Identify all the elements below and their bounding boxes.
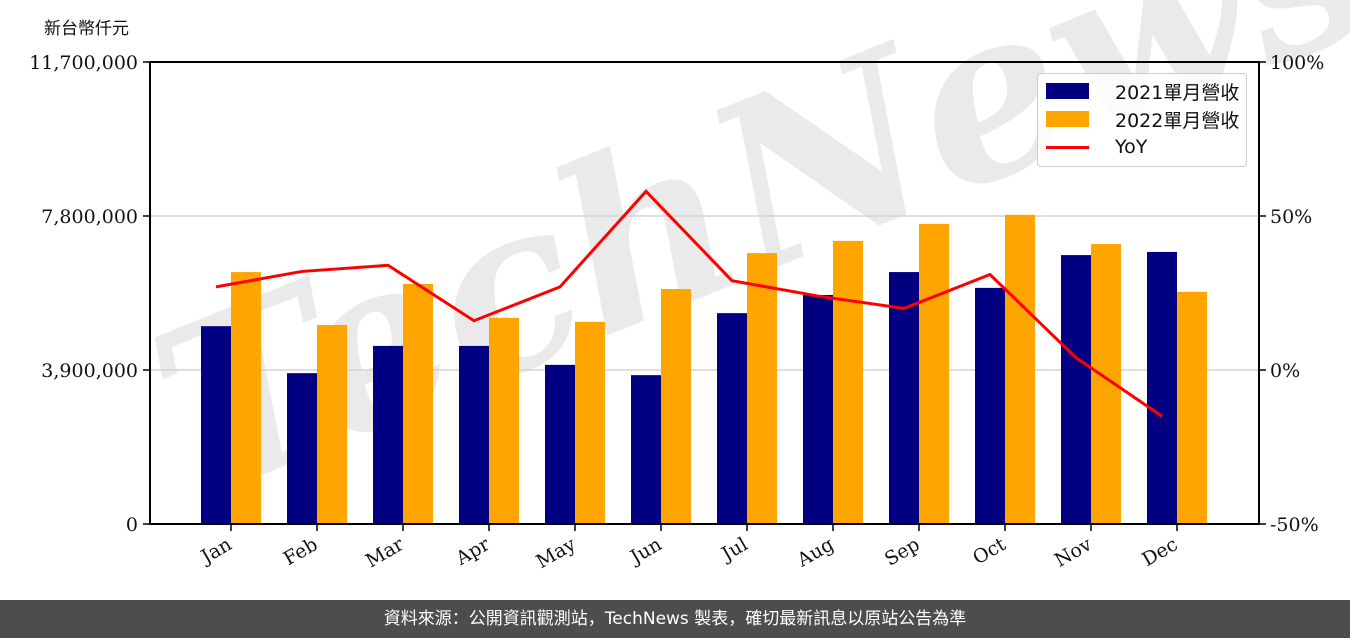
y-tick-label: 11,700,000: [29, 52, 138, 74]
bar-2022-jul: [747, 253, 777, 524]
legend-label-yoy: YoY: [1115, 136, 1148, 158]
bar-2022-dec: [1177, 291, 1207, 524]
bar-2022-jun: [661, 289, 691, 524]
yoy-line: [215, 189, 1163, 418]
left-y-axis-ticks: 0 3,900,000 7,800,000 11,700,000: [29, 52, 150, 536]
plot-frame: [149, 61, 1260, 525]
y2-tick-label: -50%: [1270, 514, 1319, 536]
x-tick-label-nov: Nov: [1051, 533, 1096, 572]
x-tick-label-sep: Sep: [881, 533, 924, 570]
axes: [149, 61, 1260, 525]
x-axis-ticks: Jan Feb Mar Apr May Jun Jul Aug Sep Oct Nov Dec: [196, 524, 1182, 573]
legend-line-yoy: [1046, 145, 1089, 149]
legend-label-2021: 2021單月營收: [1115, 81, 1240, 104]
bar-2022-feb: [317, 324, 347, 524]
bar-2021-oct: [975, 287, 1005, 524]
bar-2021-apr: [459, 345, 489, 524]
yoy-line-series: [215, 189, 1163, 418]
legend-swatch-2021: [1046, 83, 1089, 99]
bar-2022-apr: [489, 317, 519, 524]
y-axis-unit-label: 新台幣仟元: [44, 19, 129, 39]
x-tick-label-mar: Mar: [362, 533, 408, 572]
y-tick-label: 7,800,000: [41, 206, 138, 228]
bar-2021-jul: [717, 313, 747, 524]
bar-2021-mar: [373, 345, 403, 524]
bar-2022-may: [575, 321, 605, 524]
bar-2021-jan: [201, 326, 231, 524]
bar-2022-sep: [919, 223, 949, 524]
bar-2022-oct: [1005, 214, 1035, 525]
y2-tick-label: 100%: [1270, 52, 1324, 74]
bar-2022-mar: [403, 283, 433, 524]
y-tick-label: 3,900,000: [41, 360, 138, 382]
bar-2022-aug: [833, 240, 863, 524]
bar-2021-may: [545, 364, 575, 524]
bar-2022-jan: [231, 272, 261, 524]
x-tick-label-jun: Jun: [625, 533, 666, 569]
legend-item-2022: 2022單月營收: [1046, 107, 1240, 132]
y-tick-label: 0: [126, 514, 138, 536]
legend-item-2021: 2021單月營收: [1046, 79, 1240, 104]
bar-2021-feb: [287, 373, 317, 524]
bar-2021-aug: [803, 294, 833, 524]
legend-label-2022: 2022單月營收: [1115, 109, 1240, 132]
x-tick-label-dec: Dec: [1138, 533, 1181, 571]
bar-2021-nov: [1061, 255, 1091, 525]
x-tick-label-feb: Feb: [280, 533, 322, 570]
bar-series: [201, 214, 1207, 525]
bar-2021-dec: [1147, 251, 1177, 524]
legend-swatch-2022: [1046, 111, 1089, 127]
source-footer: 資料來源：公開資訊觀測站，TechNews 製表，確切最新訊息以原站公告為準: [0, 600, 1350, 638]
x-tick-label-aug: Aug: [793, 533, 838, 572]
bar-2021-jun: [631, 375, 661, 524]
chart-legend: 2021單月營收 2022單月營收 YoY: [1037, 73, 1247, 167]
y2-tick-label: 0%: [1270, 360, 1300, 382]
x-tick-label-may: May: [533, 533, 580, 573]
legend-item-yoy: YoY: [1046, 135, 1147, 159]
right-y-axis-ticks: -50% 0% 50% 100%: [1259, 52, 1324, 536]
x-tick-label-oct: Oct: [969, 533, 1010, 569]
bar-2021-sep: [889, 272, 919, 524]
y2-tick-label: 50%: [1270, 206, 1312, 228]
x-tick-label-apr: Apr: [451, 533, 494, 570]
x-tick-label-jul: Jul: [716, 533, 751, 566]
